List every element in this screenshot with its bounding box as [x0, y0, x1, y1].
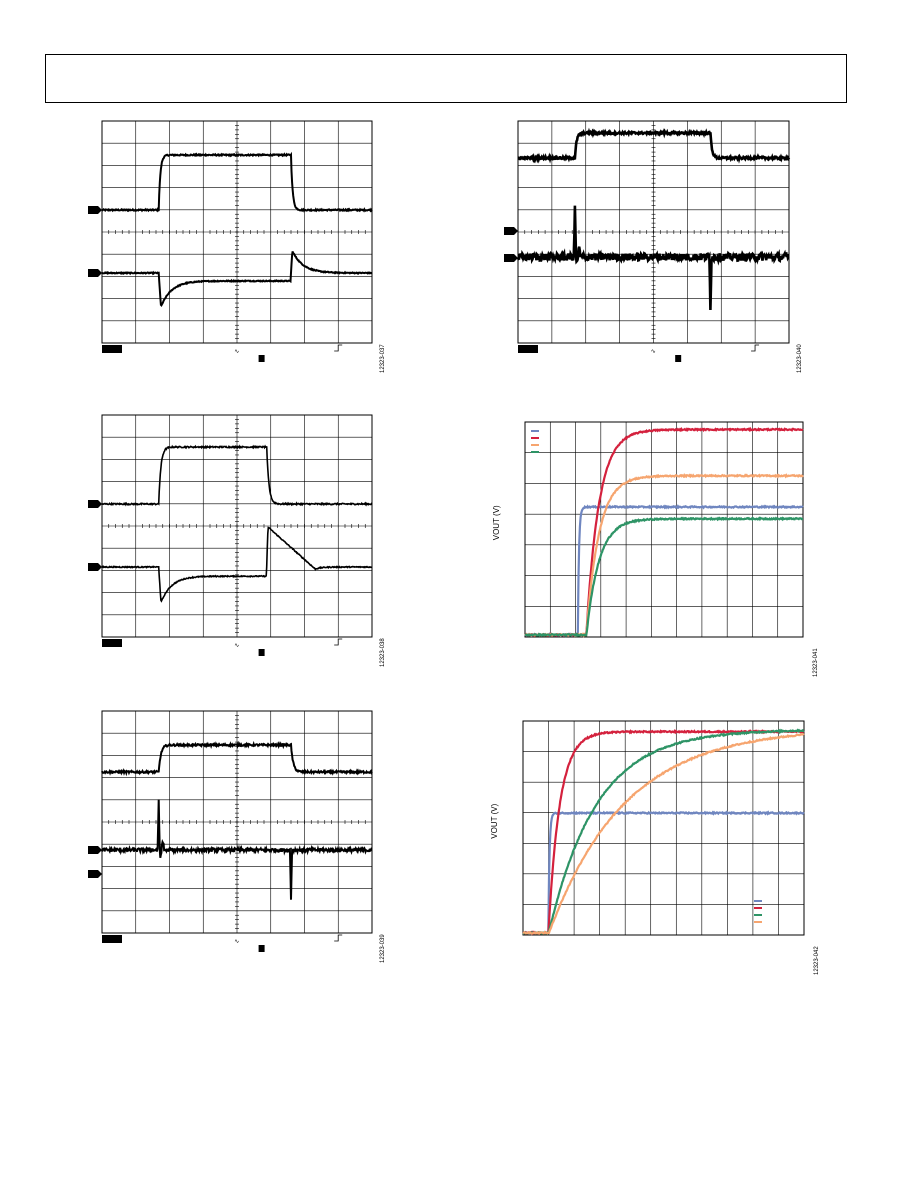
plot-frame	[524, 421, 804, 638]
scope-edge-glyph	[751, 344, 760, 352]
page-header-box	[45, 54, 847, 103]
figure-id: 12323-037	[380, 344, 386, 373]
scope-plot-3: ∿ 12323-039	[88, 710, 386, 963]
figure-id: 12323-040	[797, 344, 803, 373]
series-line	[524, 504, 804, 638]
channel-marker	[88, 563, 102, 571]
channel-marker	[88, 206, 102, 214]
series-line	[522, 728, 805, 936]
y-axis-label: VOUT (V)	[490, 803, 499, 838]
channel-marker	[88, 500, 102, 508]
scope-trigger-box	[675, 355, 682, 362]
plot-frame	[522, 720, 805, 936]
startup-chart-2: VOUT (V) 12323-042	[490, 720, 820, 975]
scope-trace	[101, 740, 373, 777]
y-axis-label: VOUT (V)	[492, 505, 501, 540]
scope-trace	[101, 799, 373, 900]
scope-trace	[101, 151, 373, 213]
scope-trace	[516, 205, 790, 311]
scope-plot-1: ∿ 12323-037	[88, 120, 386, 373]
series-line	[524, 516, 803, 638]
scope-edge-glyph	[334, 934, 343, 942]
channel-marker	[504, 227, 518, 235]
figure-id: 12323-042	[814, 946, 820, 975]
scope-channel-box	[102, 935, 122, 943]
scope-trace	[517, 127, 791, 164]
channel-marker	[504, 254, 518, 262]
scope-edge-glyph	[334, 344, 343, 352]
scope-channel-box	[102, 639, 122, 647]
scope-trace	[101, 526, 373, 603]
scope-trigger-box	[258, 649, 265, 656]
scope-channel-box	[518, 345, 538, 353]
scope-channel-box	[102, 345, 122, 353]
figure-id: 12323-041	[813, 648, 819, 677]
series-line	[522, 732, 805, 935]
channel-marker	[88, 846, 102, 854]
series-line	[524, 426, 804, 638]
scope-plot-4: ∿ 12323-040	[504, 120, 803, 373]
scope-trace	[102, 444, 373, 507]
scope-trigger-box	[258, 945, 265, 952]
figure-id: 12323-038	[380, 638, 386, 667]
channel-marker	[88, 269, 102, 277]
scope-edge-glyph	[334, 638, 343, 646]
scope-coupling-glyph: ∿	[234, 939, 239, 945]
scope-coupling-glyph: ∿	[651, 349, 656, 355]
scope-coupling-glyph: ∿	[234, 349, 239, 355]
scope-trigger-box	[258, 355, 265, 362]
series-line	[522, 729, 805, 936]
scope-plot-2: ∿ 12323-038	[88, 414, 386, 667]
scope-coupling-glyph: ∿	[234, 643, 239, 649]
series-line	[524, 472, 804, 638]
startup-chart-1: VOUT (V) 12323-041	[492, 421, 819, 677]
series-line	[522, 810, 805, 936]
scope-trace	[101, 251, 373, 307]
channel-marker	[88, 870, 102, 878]
figure-id: 12323-039	[380, 934, 386, 963]
